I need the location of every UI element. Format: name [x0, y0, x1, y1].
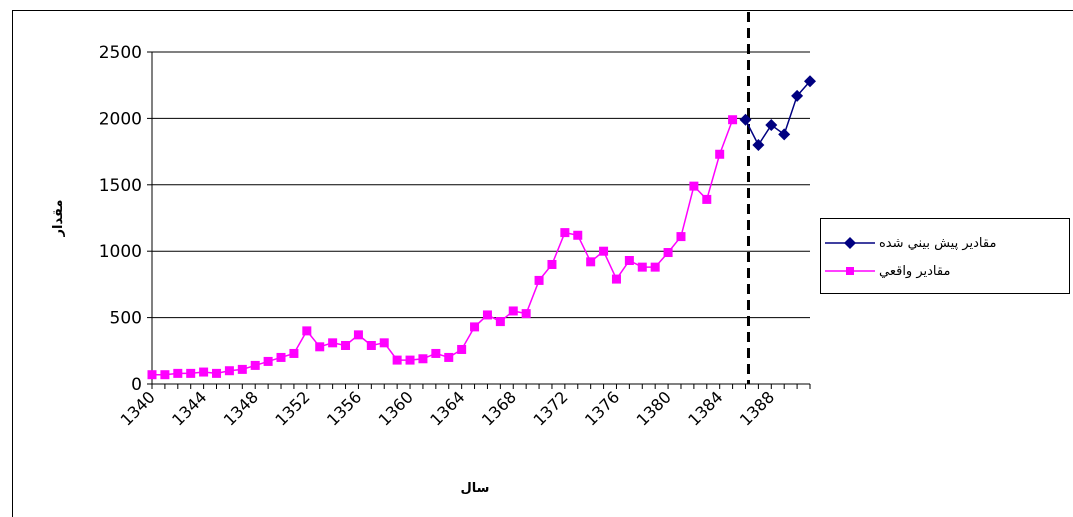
- data-point-forecast: [804, 75, 816, 88]
- data-point-actual: [160, 370, 170, 380]
- series-layer: [147, 75, 816, 380]
- data-point-actual: [508, 306, 518, 316]
- data-point-actual: [392, 355, 402, 365]
- data-point-actual: [702, 194, 712, 204]
- data-point-actual: [173, 368, 183, 378]
- data-point-actual: [637, 262, 647, 272]
- y-tick-label: 2500: [99, 43, 142, 63]
- data-point-actual: [328, 338, 338, 348]
- x-tick-label: 1364: [426, 387, 468, 429]
- data-point-actual: [599, 246, 609, 256]
- data-point-actual: [315, 342, 325, 352]
- data-point-actual: [457, 344, 467, 354]
- data-point-forecast: [778, 128, 791, 141]
- x-tick-label: 1340: [117, 387, 159, 429]
- data-point-actual: [534, 275, 544, 285]
- legend-swatch-forecast: [825, 237, 875, 249]
- x-tick-label: 1384: [684, 387, 726, 429]
- data-point-actual: [237, 364, 247, 374]
- data-point-actual: [728, 115, 738, 125]
- gridlines: [152, 51, 810, 319]
- x-tick-label: 1344: [168, 387, 210, 429]
- data-point-actual: [521, 309, 531, 319]
- data-point-actual: [495, 317, 505, 327]
- axes: [147, 51, 811, 389]
- y-axis-ticks: 0 500 1000 1500 2000 2500: [99, 43, 142, 395]
- data-point-actual: [444, 352, 454, 362]
- data-point-actual: [405, 355, 415, 365]
- data-point-forecast: [752, 138, 765, 151]
- data-point-actual: [147, 370, 157, 380]
- data-point-actual: [263, 356, 273, 366]
- chart-frame: [12, 10, 1073, 517]
- data-point-actual: [341, 340, 351, 350]
- data-point-actual: [624, 255, 634, 265]
- y-tick-label: 0: [131, 375, 142, 395]
- y-tick-label: 500: [110, 309, 142, 329]
- data-point-actual: [366, 340, 376, 350]
- x-tick-label: 1368: [478, 387, 520, 429]
- y-tick-label: 1500: [99, 176, 142, 196]
- x-tick-label: 1360: [375, 387, 417, 429]
- data-point-actual: [586, 257, 596, 267]
- data-point-actual: [353, 330, 363, 340]
- data-point-actual: [379, 338, 389, 348]
- legend-item-forecast: مقادير پيش بيني شده: [821, 231, 1069, 255]
- data-point-actual: [663, 248, 673, 258]
- x-tick-label: 1376: [581, 387, 623, 429]
- legend-swatch-actual: [825, 267, 875, 275]
- series-line-actual: [152, 119, 734, 376]
- data-point-actual: [212, 368, 222, 378]
- data-point-forecast: [765, 119, 778, 132]
- y-tick-label: 2000: [99, 109, 142, 129]
- legend-item-actual: مقادير واقعي: [821, 259, 1069, 283]
- data-point-actual: [276, 352, 286, 362]
- data-point-actual: [689, 181, 699, 191]
- data-point-actual: [224, 366, 234, 376]
- y-axis-title: مقدار: [51, 200, 66, 238]
- x-tick-label: 1388: [736, 387, 778, 429]
- data-point-actual: [547, 259, 557, 269]
- data-point-actual: [302, 326, 312, 336]
- data-point-actual: [199, 367, 209, 377]
- data-point-forecast: [791, 89, 804, 102]
- data-point-actual: [676, 232, 686, 242]
- data-point-actual: [611, 274, 621, 284]
- x-tick-label: 1352: [271, 387, 313, 429]
- data-point-actual: [418, 354, 428, 364]
- legend: مقادير پيش بيني شده مقادير واقعي: [820, 218, 1070, 294]
- legend-label-actual: مقادير واقعي: [879, 263, 951, 279]
- data-point-actual: [289, 348, 299, 358]
- data-point-actual: [560, 228, 570, 238]
- x-tick-label: 1356: [323, 387, 365, 429]
- x-tick-label: 1348: [220, 387, 262, 429]
- x-tick-label: 1372: [529, 387, 571, 429]
- data-point-actual: [431, 348, 441, 358]
- data-point-actual: [650, 262, 660, 272]
- data-point-actual: [573, 230, 583, 240]
- data-point-actual: [482, 310, 492, 320]
- x-axis-title: سال: [461, 481, 490, 496]
- y-tick-label: 1000: [99, 242, 142, 262]
- data-point-actual: [250, 360, 260, 370]
- data-point-actual: [470, 322, 480, 332]
- data-point-actual: [186, 368, 196, 378]
- x-axis-ticks: 1340 1344 1348 1352 1356 1360 1364 1368 1372 1376…: [117, 387, 779, 429]
- x-tick-label: 1380: [633, 387, 675, 429]
- series-line-forecast: [744, 80, 811, 147]
- legend-label-forecast: مقادير پيش بيني شده: [879, 235, 997, 251]
- data-point-forecast: [739, 113, 752, 126]
- data-point-actual: [715, 149, 725, 159]
